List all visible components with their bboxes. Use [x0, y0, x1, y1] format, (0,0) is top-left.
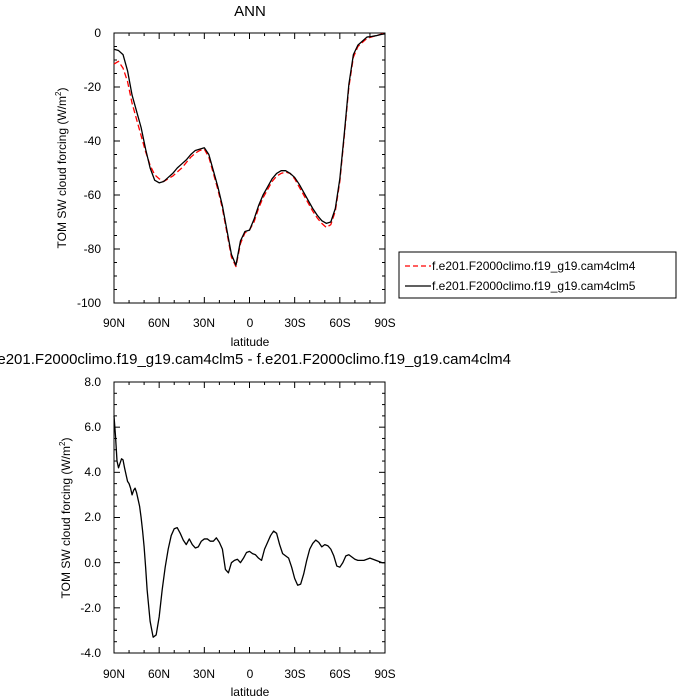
top-x-tick-label: 60N — [148, 316, 170, 330]
top-panel: ANN 90N 60N 30N 0 30S 60S 90S 0 -20 -40 … — [54, 3, 677, 349]
bottom-y-tick-labels: 8.0 6.0 4.0 2.0 0.0 -2.0 -4.0 — [80, 375, 101, 660]
bottom-plot-frame — [113, 381, 386, 654]
top-y-axis-label: TOM SW cloud forcing (W/m2) — [54, 88, 69, 249]
bottom-x-axis-label: latitude — [231, 685, 270, 699]
top-y-tick-label: 0 — [94, 26, 101, 40]
bottom-series-group — [113, 415, 385, 638]
bottom-y-tick-label: 2.0 — [84, 510, 101, 524]
top-series-line-0 — [113, 32, 386, 268]
top-x-tick-label: 60S — [329, 316, 350, 330]
bottom-y-axis-label-main: TOM SW cloud forcing (W/m — [59, 446, 73, 598]
top-y-tick-label: -60 — [84, 188, 102, 202]
top-x-tick-label: 90S — [374, 316, 395, 330]
bottom-y-tick-label: 8.0 — [84, 375, 101, 389]
legend-label-clm4: f.e201.F2000climo.f19_g19.cam4clm4 — [432, 259, 636, 273]
top-y-axis-label-main: TOM SW cloud forcing (W/m — [55, 96, 69, 248]
bottom-x-tick-label: 30S — [284, 667, 305, 681]
bottom-axis-ticks — [113, 381, 386, 654]
bottom-y-tick-label: 6.0 — [84, 420, 101, 434]
bottom-y-tick-label: 0.0 — [84, 556, 101, 570]
top-y-axis-label-superscript: 2 — [54, 91, 63, 96]
bottom-y-axis-label: TOM SW cloud forcing (W/m2) — [58, 438, 73, 599]
top-x-tick-label: 90N — [103, 316, 125, 330]
bottom-x-tick-label: 0 — [247, 667, 254, 681]
top-axis-ticks — [113, 32, 386, 304]
top-x-tick-label: 30S — [284, 316, 305, 330]
top-y-axis-label-close: ) — [55, 88, 69, 92]
bottom-x-tick-label: 60N — [148, 667, 170, 681]
bottom-y-axis-label-superscript: 2 — [58, 441, 67, 446]
top-y-tick-labels: 0 -20 -40 -60 -80 -100 — [77, 26, 101, 310]
top-y-tick-label: -20 — [84, 80, 102, 94]
bottom-panel-title: f.e201.F2000climo.f19_g19.cam4clm5 - f.e… — [0, 351, 511, 368]
top-y-tick-label: -80 — [84, 242, 102, 256]
legend: f.e201.F2000climo.f19_g19.cam4clm4 f.e20… — [398, 251, 677, 299]
bottom-x-tick-label: 30N — [193, 667, 215, 681]
top-y-tick-label: -100 — [77, 296, 101, 310]
bottom-series-line-0 — [113, 415, 385, 638]
bottom-panel: f.e201.F2000climo.f19_g19.cam4clm5 - f.e… — [0, 351, 511, 699]
top-x-tick-label: 30N — [193, 316, 215, 330]
bottom-y-tick-label: 4.0 — [84, 465, 101, 479]
bottom-x-tick-label: 60S — [329, 667, 350, 681]
top-x-tick-label: 0 — [247, 316, 254, 330]
top-panel-title: ANN — [234, 3, 266, 20]
top-series-line-1 — [113, 33, 386, 266]
bottom-y-axis-label-close: ) — [59, 438, 73, 442]
top-x-tick-labels: 90N 60N 30N 0 30S 60S 90S — [103, 316, 396, 330]
top-series-group — [113, 32, 386, 268]
bottom-x-tick-label: 90N — [103, 667, 125, 681]
bottom-y-tick-label: -4.0 — [80, 646, 101, 660]
bottom-x-tick-labels: 90N 60N 30N 0 30S 60S 90S — [103, 667, 396, 681]
top-y-tick-label: -40 — [84, 134, 102, 148]
top-plot-frame — [113, 32, 386, 304]
top-x-axis-label: latitude — [231, 335, 270, 349]
legend-label-clm5: f.e201.F2000climo.f19_g19.cam4clm5 — [432, 279, 636, 293]
legend-box — [398, 251, 677, 299]
bottom-y-tick-label: -2.0 — [80, 601, 101, 615]
bottom-x-tick-label: 90S — [374, 667, 395, 681]
